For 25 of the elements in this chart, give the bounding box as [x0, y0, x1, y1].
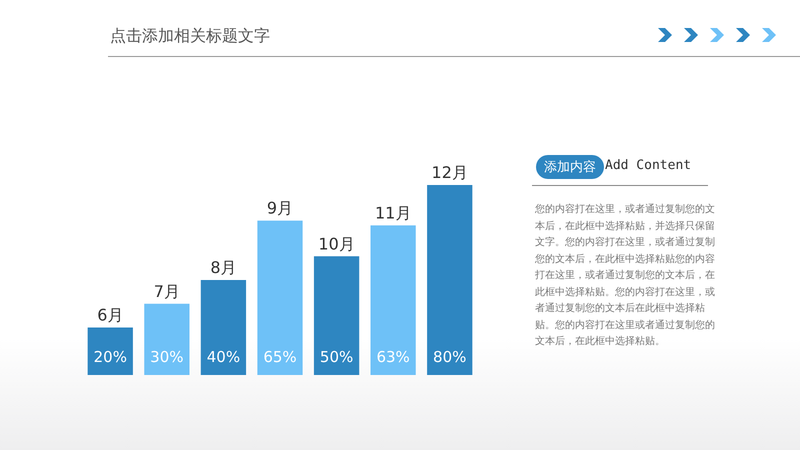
x-tick-label: 7月	[154, 282, 180, 301]
x-tick-label: 11月	[374, 203, 412, 222]
bar	[370, 225, 416, 375]
bar	[314, 256, 360, 375]
bar	[88, 328, 133, 375]
x-tick-label: 10月	[318, 234, 355, 254]
text: 添加内容	[536, 155, 604, 179]
text: Add Content	[605, 158, 692, 173]
bar	[200, 280, 246, 375]
x-tick-label: 8月	[210, 258, 237, 277]
data-label: 50%	[320, 348, 354, 366]
data-label: 20%	[94, 348, 127, 366]
data-label: 30%	[150, 348, 184, 366]
x-tick-label: 6月	[97, 306, 124, 324]
x-tick-label: 9月	[266, 198, 294, 218]
bar	[427, 185, 472, 375]
data-label: 40%	[206, 348, 240, 366]
data-label: 63%	[376, 348, 410, 366]
text: 您的内容打在这里，或者通过复制您的文本后，在此框中选择粘贴，并选择只保留文字。您的内容打在这里，或者通过复制您的文本后，在此框中选择粘贴您的内容打在这里，或者通过复制您的文本后，在此框中选择粘贴。您的内容打在这里，或者通过复制您的文本后在此框中选择粘贴。您的内容打在这里或者通过复制您的文本后，在此框中选择粘贴。	[535, 204, 715, 347]
data-label: 80%	[433, 348, 466, 366]
bar	[144, 304, 190, 375]
chart-title: 点击添加相关标题文字	[110, 26, 270, 47]
bar	[257, 220, 303, 375]
x-tick-label: 12月	[432, 163, 468, 182]
data-label: 65%	[263, 348, 297, 366]
